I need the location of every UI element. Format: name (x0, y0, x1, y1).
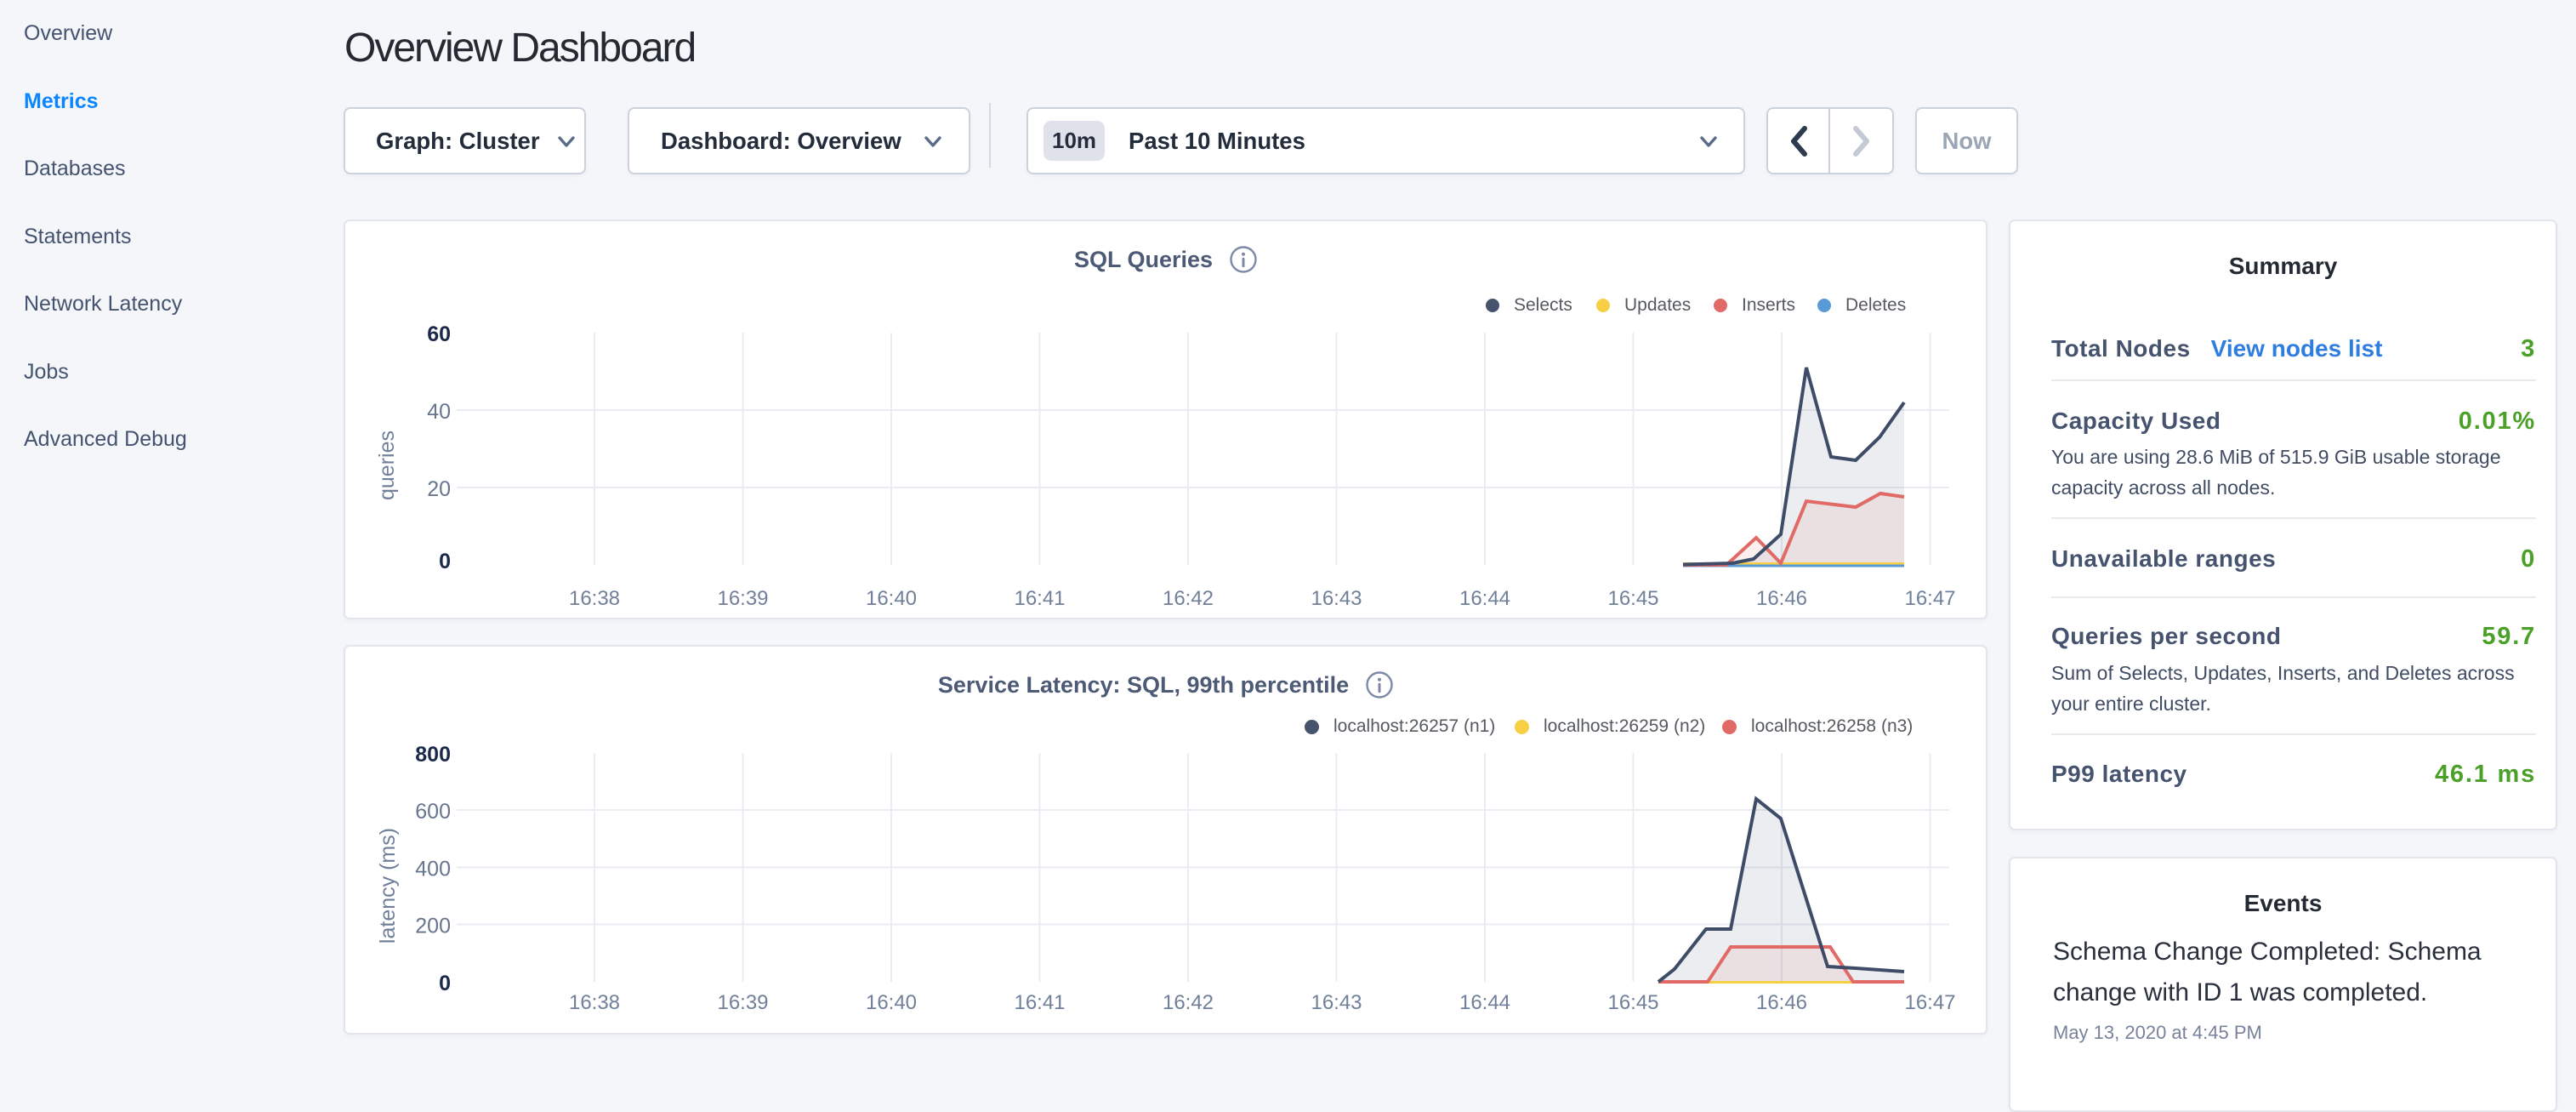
svg-text:16:42: 16:42 (1163, 587, 1214, 610)
svg-text:60: 60 (427, 322, 451, 346)
svg-text:16:43: 16:43 (1311, 991, 1362, 1014)
svg-text:16:43: 16:43 (1311, 587, 1362, 610)
svg-text:16:46: 16:46 (1756, 991, 1807, 1014)
svg-text:16:39: 16:39 (717, 991, 768, 1014)
svg-text:800: 800 (415, 743, 451, 767)
svg-text:200: 200 (415, 915, 451, 938)
svg-text:16:41: 16:41 (1014, 991, 1065, 1014)
svg-text:16:39: 16:39 (717, 587, 768, 610)
svg-text:400: 400 (415, 858, 451, 881)
svg-text:16:47: 16:47 (1904, 587, 1955, 610)
svg-text:0: 0 (439, 972, 451, 995)
svg-text:600: 600 (415, 800, 451, 824)
svg-text:16:40: 16:40 (866, 991, 917, 1014)
svg-text:16:41: 16:41 (1014, 587, 1065, 610)
svg-text:16:38: 16:38 (569, 587, 620, 610)
svg-text:40: 40 (427, 400, 451, 424)
svg-text:16:42: 16:42 (1163, 991, 1214, 1014)
svg-text:16:44: 16:44 (1459, 587, 1510, 610)
svg-text:16:45: 16:45 (1607, 587, 1658, 610)
svg-text:16:44: 16:44 (1459, 991, 1510, 1014)
svg-text:16:47: 16:47 (1904, 991, 1955, 1014)
svg-text:16:45: 16:45 (1607, 991, 1658, 1014)
svg-text:16:38: 16:38 (569, 991, 620, 1014)
svg-text:20: 20 (427, 477, 451, 501)
svg-text:0: 0 (439, 550, 451, 573)
svg-text:16:40: 16:40 (866, 587, 917, 610)
svg-text:latency (ms): latency (ms) (376, 828, 400, 944)
svg-text:queries: queries (375, 431, 399, 500)
svg-text:16:46: 16:46 (1756, 587, 1807, 610)
